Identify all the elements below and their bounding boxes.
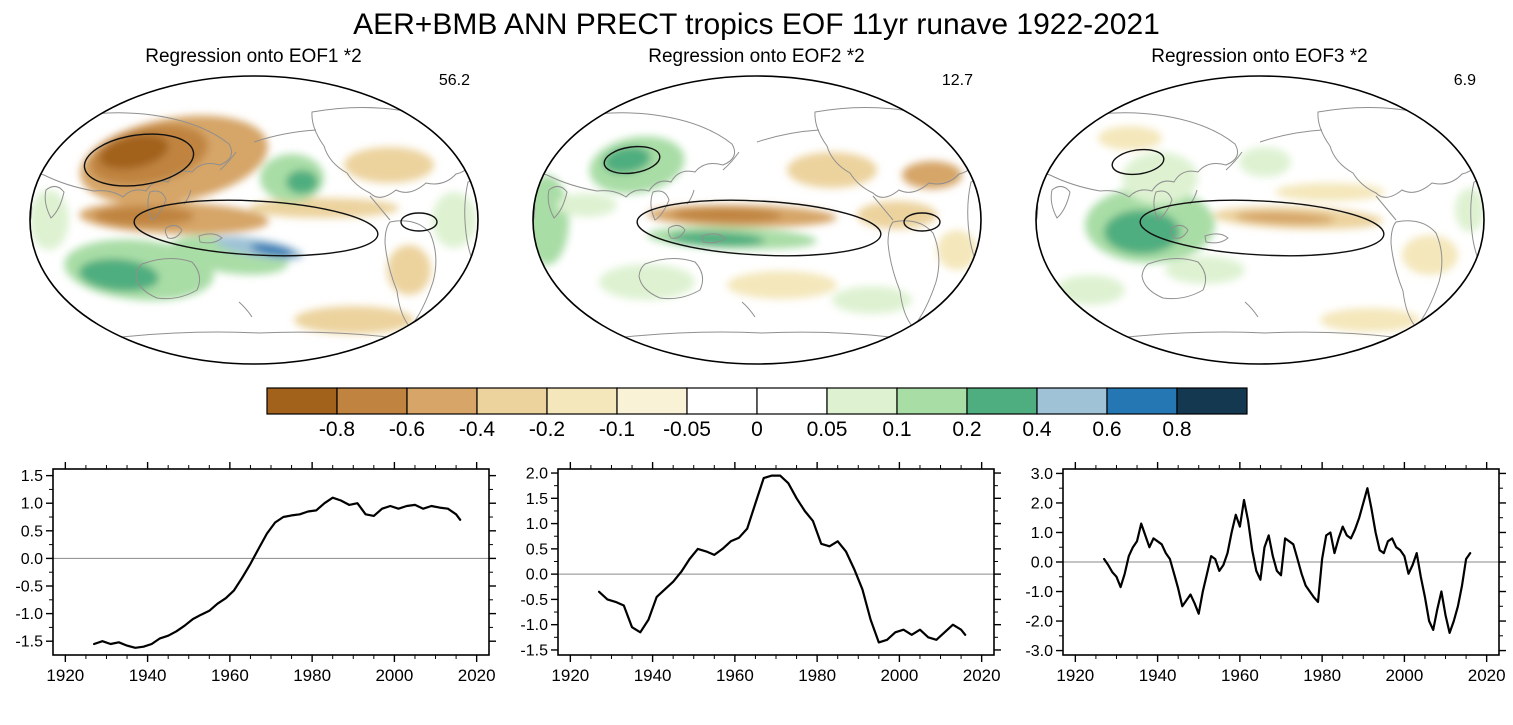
svg-text:0.0: 0.0 [526,567,548,584]
svg-text:1980: 1980 [293,666,331,685]
svg-text:0.0: 0.0 [1031,555,1053,572]
svg-text:1960: 1960 [211,666,249,685]
svg-text:2000: 2000 [880,666,918,685]
svg-text:-0.1: -0.1 [598,418,634,441]
svg-text:0.2: 0.2 [952,418,981,441]
svg-text:1960: 1960 [716,666,754,685]
svg-text:1.0: 1.0 [21,496,43,513]
svg-text:2020: 2020 [458,666,496,685]
svg-text:1920: 1920 [1056,666,1094,685]
eof2-regression-map [531,75,982,365]
eof3-regression-map [1034,75,1485,365]
timeseries-row: 1920 1940 1960 1980 2000 2020 -1.5 -1.0 -0.5 0.0 0… [0,459,1513,691]
svg-text:0.5: 0.5 [21,523,43,540]
variance-label-eof2: 12.7 [941,72,973,89]
svg-text:0: 0 [751,418,763,441]
eof1-regression-map [28,75,479,365]
svg-text:2000: 2000 [375,666,413,685]
variance-label-eof1: 56.2 [438,72,470,89]
colorbar-svg: -0.8 -0.6 -0.4 -0.2 -0.1 -0.05 0 0.05 0.1 0.2 0.4 0… [265,387,1248,441]
pc1-timeseries: 1920 1940 1960 1980 2000 2020 -1.5 -1.0 -0.5 0.0 0… [15,462,496,685]
svg-text:2.0: 2.0 [526,466,548,483]
svg-text:-0.4: -0.4 [458,418,495,441]
svg-text:1.0: 1.0 [526,516,548,533]
svg-text:-3.0: -3.0 [1025,643,1053,660]
svg-text:-0.5: -0.5 [520,592,548,609]
svg-text:-0.8: -0.8 [318,418,354,441]
svg-text:2020: 2020 [963,666,1001,685]
svg-text:-1.5: -1.5 [15,634,43,651]
svg-text:-1.0: -1.0 [1025,584,1053,601]
map-title-eof3: Regression onto EOF3 *2 [1151,46,1368,67]
maps-row: Regression onto EOF1 *2 56.2 Regression … [0,46,1513,370]
pc2-timeseries: 1920 1940 1960 1980 2000 2020 -1.5 -1.0 -0.5 0.0 0… [520,462,1001,685]
figure-title: AER+BMB ANN PRECT tropics EOF 11yr runav… [353,8,1160,41]
svg-text:1920: 1920 [551,666,589,685]
svg-text:1.5: 1.5 [21,468,43,485]
svg-text:-0.6: -0.6 [388,418,424,441]
svg-text:1960: 1960 [1221,666,1259,685]
svg-text:-1.0: -1.0 [520,617,548,634]
variance-label-eof3: 6.9 [1453,72,1476,89]
svg-text:0.4: 0.4 [1022,418,1052,441]
svg-text:1920: 1920 [46,666,84,685]
svg-text:0.1: 0.1 [882,418,911,441]
svg-text:-0.05: -0.05 [663,418,711,441]
svg-text:1980: 1980 [798,666,836,685]
svg-text:1.5: 1.5 [526,491,548,508]
map-title-eof1: Regression onto EOF1 *2 [145,46,362,67]
svg-text:1.0: 1.0 [1031,525,1053,542]
svg-text:0.8: 0.8 [1162,418,1191,441]
svg-text:0.0: 0.0 [21,551,43,568]
svg-text:2020: 2020 [1468,666,1506,685]
svg-text:-1.0: -1.0 [15,606,43,623]
svg-text:0.5: 0.5 [526,541,548,558]
svg-text:3.0: 3.0 [1031,466,1053,483]
map-panel-eof1: Regression onto EOF1 *2 56.2 [5,46,502,370]
svg-text:2000: 2000 [1385,666,1423,685]
svg-text:0.6: 0.6 [1092,418,1121,441]
svg-text:-0.2: -0.2 [528,418,564,441]
map-title-eof2: Regression onto EOF2 *2 [648,46,865,67]
colorbar: -0.8 -0.6 -0.4 -0.2 -0.1 -0.05 0 0.05 0.1 0.2 0.4 0… [265,386,1248,447]
svg-text:-1.5: -1.5 [520,642,548,659]
map-panel-eof3: Regression onto EOF3 *2 6.9 [1011,46,1508,370]
svg-text:1940: 1940 [129,666,167,685]
svg-text:-2.0: -2.0 [1025,614,1053,631]
svg-text:2.0: 2.0 [1031,495,1053,512]
svg-text:1980: 1980 [1303,666,1341,685]
svg-text:0.05: 0.05 [806,418,847,441]
svg-text:1940: 1940 [1139,666,1177,685]
map-panel-eof2: Regression onto EOF2 *2 12.7 [508,46,1005,370]
svg-text:1940: 1940 [634,666,672,685]
pc3-timeseries: 1920 1940 1960 1980 2000 2020 -3.0 -2.0 -1.0 0.0 1… [1025,462,1506,685]
svg-text:-0.5: -0.5 [15,579,43,596]
